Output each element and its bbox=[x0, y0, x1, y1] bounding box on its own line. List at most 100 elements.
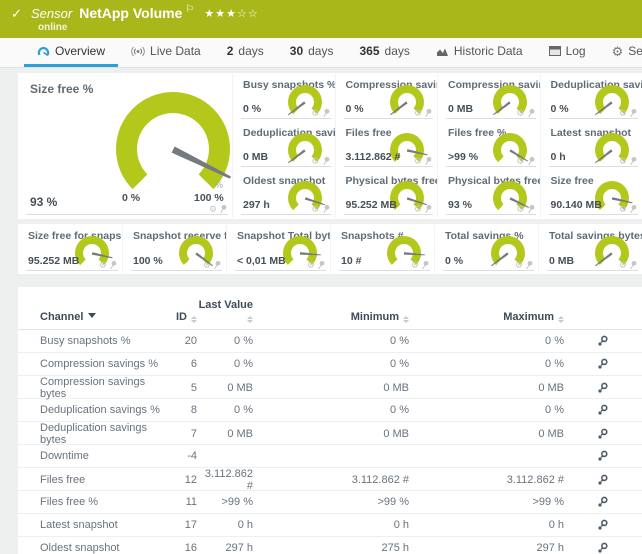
gear-icon[interactable]: ⚙ bbox=[98, 259, 107, 270]
pin-icon[interactable] bbox=[422, 107, 434, 120]
tab-2-days[interactable]: 2 days bbox=[214, 38, 277, 67]
channel-settings-icon[interactable] bbox=[597, 428, 609, 440]
gauge-tile[interactable]: Busy snapshots % 0 % ⚙ bbox=[232, 74, 335, 122]
gauge-tile[interactable]: Total savings % 0 % ⚙ bbox=[434, 225, 538, 274]
gauge-tile[interactable]: Snapshot reserve free % 100 % ⚙ bbox=[122, 225, 226, 274]
table-row: Latest snapshot 17 0 h 0 h 0 h bbox=[18, 514, 642, 537]
cell-maximum: 0 % bbox=[545, 335, 564, 347]
gear-icon[interactable]: ⚙ bbox=[208, 203, 217, 214]
gauge-tile[interactable]: Total savings bytes 0 MB ⚙ bbox=[538, 225, 642, 274]
pin-icon[interactable] bbox=[419, 259, 431, 272]
gauge-tile[interactable]: Compression savings % 0 % ⚙ bbox=[334, 74, 437, 122]
scale-max-label: 100 % bbox=[194, 192, 224, 204]
column-header-last-value[interactable]: Last Value bbox=[197, 299, 253, 323]
cell-last-value: 0 MB bbox=[227, 382, 253, 394]
divider bbox=[241, 214, 331, 215]
channel-settings-icon[interactable] bbox=[597, 358, 609, 370]
cell-last-value: 0 h bbox=[237, 519, 253, 531]
column-header-minimum[interactable]: Minimum bbox=[253, 311, 409, 323]
gauge-tile[interactable]: Size free 90.140 MB ⚙ bbox=[539, 170, 642, 218]
gauge-needle bbox=[407, 149, 428, 156]
gear-icon[interactable]: ⚙ bbox=[618, 155, 627, 166]
gear-icon[interactable]: ⚙ bbox=[516, 203, 525, 214]
channel-settings-icon[interactable] bbox=[597, 404, 609, 416]
column-header-maximum[interactable]: Maximum bbox=[409, 311, 564, 323]
pin-icon[interactable] bbox=[422, 203, 434, 216]
pin-icon[interactable] bbox=[627, 203, 639, 216]
channel-settings-icon[interactable] bbox=[597, 519, 609, 531]
gear-icon[interactable]: ⚙ bbox=[311, 203, 320, 214]
gauge-tile[interactable]: Physical bytes free 95.252 MB ⚙ bbox=[334, 170, 437, 218]
gear-icon[interactable]: ⚙ bbox=[618, 203, 627, 214]
priority-stars[interactable]: ★★★☆☆ bbox=[204, 8, 259, 20]
column-header-id[interactable]: ID bbox=[161, 311, 197, 323]
gauge-tile[interactable]: Snapshots # 10 # ⚙ bbox=[330, 225, 434, 274]
column-header-channel[interactable]: Channel bbox=[40, 311, 161, 323]
gear-icon[interactable]: ⚙ bbox=[413, 203, 422, 214]
gear-icon[interactable]: ⚙ bbox=[306, 259, 315, 270]
tab-historic-data[interactable]: Historic Data bbox=[423, 38, 536, 67]
gauge-tile[interactable]: Files free % >99 % ⚙ bbox=[437, 122, 540, 170]
gauge-tile[interactable]: Files free 3.112.862 # ⚙ bbox=[334, 122, 438, 170]
cell-id: 20 bbox=[184, 335, 197, 347]
pin-icon[interactable] bbox=[422, 155, 434, 168]
tab-30-days[interactable]: 30 days bbox=[277, 38, 347, 67]
flag-icon[interactable]: ⚐ bbox=[185, 4, 195, 15]
tab-live-data[interactable]: Live Data bbox=[118, 38, 214, 67]
gauge-tile[interactable]: Oldest snapshot 297 h ⚙ bbox=[232, 170, 335, 218]
pin-icon[interactable] bbox=[525, 203, 537, 216]
tab-label: days bbox=[308, 44, 334, 58]
pin-icon[interactable] bbox=[211, 259, 223, 272]
channel-settings-icon[interactable] bbox=[597, 496, 609, 508]
gear-icon[interactable]: ⚙ bbox=[311, 107, 320, 118]
channel-settings-icon[interactable] bbox=[597, 542, 609, 554]
pin-icon[interactable] bbox=[523, 259, 535, 272]
gauge-tile[interactable]: Snapshot Total bytes < 0,01 MB ⚙ bbox=[226, 225, 330, 274]
pin-icon[interactable] bbox=[627, 259, 639, 272]
gauge-tile[interactable]: Latest snapshot 0 h ⚙ bbox=[539, 122, 642, 170]
gauge-title: Files free % bbox=[448, 127, 507, 139]
gear-icon[interactable]: ⚙ bbox=[516, 107, 525, 118]
gauge-tile[interactable]: Deduplication savings % 0 % ⚙ bbox=[539, 74, 642, 122]
gauge-tile[interactable]: Deduplication savings bytes 0 MB ⚙ bbox=[232, 122, 335, 170]
channel-settings-icon[interactable] bbox=[597, 335, 609, 347]
tab-settings[interactable]: ⚙ Settings bbox=[599, 38, 642, 67]
cell-minimum: 0 % bbox=[390, 358, 409, 370]
pin-icon[interactable] bbox=[217, 203, 229, 216]
channel-settings-icon[interactable] bbox=[597, 450, 609, 462]
cell-maximum: 0 % bbox=[545, 404, 564, 416]
pin-icon[interactable] bbox=[320, 155, 332, 168]
tab-overview[interactable]: Overview bbox=[24, 38, 119, 67]
gear-icon[interactable]: ⚙ bbox=[410, 259, 419, 270]
gear-icon[interactable]: ⚙ bbox=[618, 259, 627, 270]
gauge-tile[interactable]: Physical bytes free % 93 % ⚙ bbox=[437, 170, 540, 218]
pin-icon[interactable] bbox=[107, 259, 119, 272]
gauge-tile-size-free-pct[interactable]: Size free % % 0 % 100 % 93 % ⚙ bbox=[18, 74, 232, 218]
status-badge: online bbox=[38, 22, 68, 33]
gear-icon[interactable]: ⚙ bbox=[413, 155, 422, 166]
tab-label: Overview bbox=[55, 44, 106, 58]
gear-icon[interactable]: ⚙ bbox=[516, 155, 525, 166]
pin-icon[interactable] bbox=[320, 107, 332, 120]
gear-icon[interactable]: ⚙ bbox=[514, 259, 523, 270]
pin-icon[interactable] bbox=[315, 259, 327, 272]
gear-icon[interactable]: ⚙ bbox=[202, 259, 211, 270]
gauge-needle bbox=[92, 252, 113, 259]
pin-icon[interactable] bbox=[525, 155, 537, 168]
tab-log[interactable]: Log bbox=[536, 38, 599, 67]
channel-settings-icon[interactable] bbox=[597, 382, 609, 394]
gear-icon[interactable]: ⚙ bbox=[413, 107, 422, 118]
gear-icon[interactable]: ⚙ bbox=[311, 155, 320, 166]
gear-icon[interactable]: ⚙ bbox=[618, 107, 627, 118]
pin-icon[interactable] bbox=[627, 155, 639, 168]
channel-settings-icon[interactable] bbox=[597, 474, 609, 486]
pin-icon[interactable] bbox=[525, 107, 537, 120]
pin-icon[interactable] bbox=[627, 107, 639, 120]
pin-icon[interactable] bbox=[320, 203, 332, 216]
gauge-value: 10 # bbox=[341, 255, 362, 267]
cell-maximum: 0 h bbox=[548, 519, 564, 531]
gauge-tile[interactable]: Compression savings bytes 0 MB ⚙ bbox=[437, 74, 540, 122]
gauge-tile[interactable]: Size free for snapshots 95.252 MB ⚙ bbox=[18, 225, 122, 274]
tab-365-days[interactable]: 365 days bbox=[346, 38, 422, 67]
cell-channel: Files free bbox=[40, 474, 86, 486]
